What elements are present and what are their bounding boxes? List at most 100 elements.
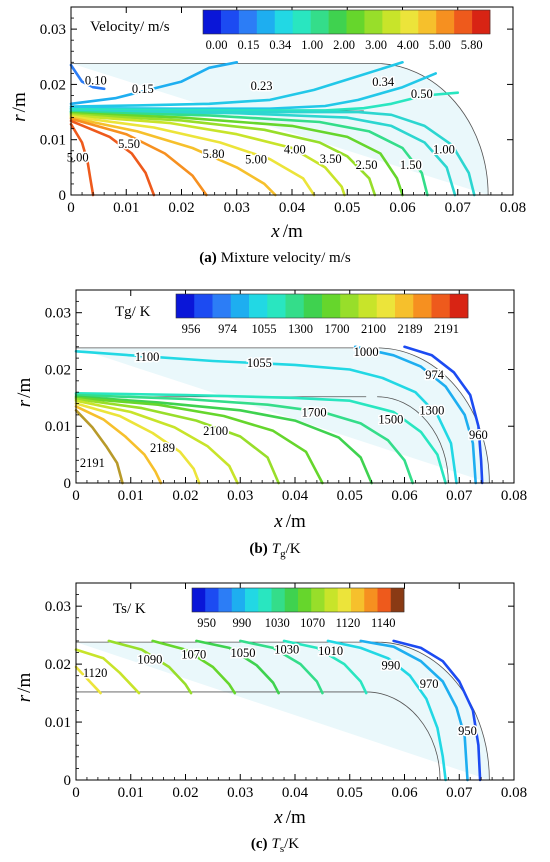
contour-line xyxy=(74,350,458,485)
colorbar-swatch xyxy=(212,294,232,318)
colorbar-tick-label: 2.00 xyxy=(333,38,355,52)
contour-line xyxy=(74,399,239,485)
contour-label: 5.50 xyxy=(118,137,140,151)
caption-text: T xyxy=(272,541,282,557)
contour-line xyxy=(69,72,437,110)
y-tick-label: 0 xyxy=(64,476,72,492)
contour-label: 0.50 xyxy=(411,87,433,101)
colorbar-swatch xyxy=(256,10,276,34)
panel-b: 1100 1055 1000 974 960 1300 1500 1700 2100 2189 21… xyxy=(14,289,527,560)
colorbar-tick-label: 1140 xyxy=(371,616,396,630)
contour-line xyxy=(74,397,280,485)
colorbar-swatch xyxy=(395,294,414,318)
x-tick-label: 0.06 xyxy=(391,488,418,504)
colorbar-swatch xyxy=(284,588,299,612)
contour-line xyxy=(74,409,124,485)
contour-label: 4.00 xyxy=(284,143,306,157)
colorbar-swatch xyxy=(454,10,473,34)
y-axis-title: r/m xyxy=(9,92,30,122)
caption-unit: /K xyxy=(284,836,299,852)
contour-label: 1000 xyxy=(354,345,379,359)
colorbar-tick-label: 1700 xyxy=(324,322,349,336)
contour-line xyxy=(74,396,324,485)
contour-line xyxy=(392,639,482,782)
contour-line xyxy=(74,392,447,485)
contour-label: 974 xyxy=(425,368,445,382)
x-tick-label: 0 xyxy=(72,488,80,504)
y-tick-label: 0.02 xyxy=(45,657,71,673)
contour-line xyxy=(353,345,477,485)
colorbar-swatch xyxy=(328,10,347,34)
contour-label: 0.23 xyxy=(251,79,273,93)
x-tick-label: 0.07 xyxy=(446,785,473,801)
colorbar-tick-label: 1030 xyxy=(265,616,290,630)
domain-outline xyxy=(76,641,490,781)
colorbar-swatch xyxy=(340,294,359,318)
panel-caption: (c) Ts/K xyxy=(251,836,299,855)
y-tick-label: 0 xyxy=(64,773,72,789)
x-tick-label: 0.02 xyxy=(172,488,198,504)
y-axis-unit: /m xyxy=(14,673,35,693)
contour-label: 1030 xyxy=(274,643,299,657)
caption-unit: /K xyxy=(286,541,301,557)
contour-label: 1055 xyxy=(247,356,272,370)
caption-text: Mixture velocity/ m/s xyxy=(221,250,351,266)
colorbar-swatch xyxy=(274,10,293,34)
contour-line xyxy=(69,110,457,197)
colorbar-swatch xyxy=(192,588,206,612)
x-axis-unit: /m xyxy=(283,221,303,242)
colorbar-tick-label: 1120 xyxy=(336,616,361,630)
colorbar-tick-label: 1.00 xyxy=(301,38,323,52)
contour-line xyxy=(282,639,368,695)
contour-line xyxy=(69,113,377,197)
contour-label: 1.50 xyxy=(400,158,422,172)
caption-subscript: s xyxy=(280,843,284,855)
x-axis-title: x/m xyxy=(270,221,303,242)
panel-c: 1120 1090 1070 1050 1030 1010 990 970 950 0 0.01 0.… xyxy=(14,582,527,855)
caption-subscript: g xyxy=(280,548,286,560)
colorbar-swatch xyxy=(245,588,259,612)
colorbar-tick-label: 2100 xyxy=(361,322,386,336)
legend-title: Ts/ K xyxy=(113,601,146,617)
colorbar-swatch xyxy=(231,588,246,612)
colorbar-swatch xyxy=(364,588,378,612)
x-tick-label: 0.08 xyxy=(500,200,526,216)
contour-line xyxy=(69,109,476,197)
legend-title: Velocity/ m/s xyxy=(90,19,170,35)
x-tick-label: 0.02 xyxy=(168,200,194,216)
colorbar-swatch xyxy=(203,10,222,34)
colorbar-swatch xyxy=(351,588,365,612)
caption-letter: (b) xyxy=(249,541,267,557)
y-tick-label: 0 xyxy=(59,188,67,204)
contour-label: 5.80 xyxy=(203,147,225,161)
x-tick-label: 0.03 xyxy=(224,200,250,216)
x-tick-label: 0.06 xyxy=(391,785,418,801)
x-axis-title: x/m xyxy=(273,807,306,828)
colorbar-swatch xyxy=(400,10,419,34)
inner-arc xyxy=(377,396,449,484)
contour-line xyxy=(195,639,280,695)
y-axis-symbol: r xyxy=(9,114,30,122)
colorbar-tick-label: 5.00 xyxy=(429,38,451,52)
x-tick-label: 0 xyxy=(67,200,75,216)
contour-label: 950 xyxy=(458,724,477,738)
colorbar-tick-label: 2191 xyxy=(434,322,459,336)
y-tick-label: 0.03 xyxy=(45,306,71,322)
colorbar-swatch xyxy=(337,588,352,612)
colorbar-tick-label: 4.00 xyxy=(397,38,419,52)
contour-line xyxy=(74,648,141,695)
y-axis-unit: /m xyxy=(14,378,35,398)
colorbar-swatch xyxy=(298,588,312,612)
panel-a: 0.10 0.15 0.23 0.34 0.50 1.00 1.50 2.50 3.50 4.00… xyxy=(9,6,526,266)
x-tick-label: 0.02 xyxy=(172,785,198,801)
contour-label: 1010 xyxy=(318,644,343,658)
y-axis-symbol: r xyxy=(14,694,35,702)
colorbar-tick-label: 0.15 xyxy=(238,38,260,52)
contour-label: 0.10 xyxy=(85,74,107,88)
contour-line xyxy=(69,119,156,197)
contour-label: 1700 xyxy=(302,406,327,420)
contour-label: 960 xyxy=(469,428,488,442)
contour-label: 2191 xyxy=(80,456,105,470)
caption-letter: (c) xyxy=(251,836,268,852)
x-tick-label: 0.01 xyxy=(118,785,144,801)
